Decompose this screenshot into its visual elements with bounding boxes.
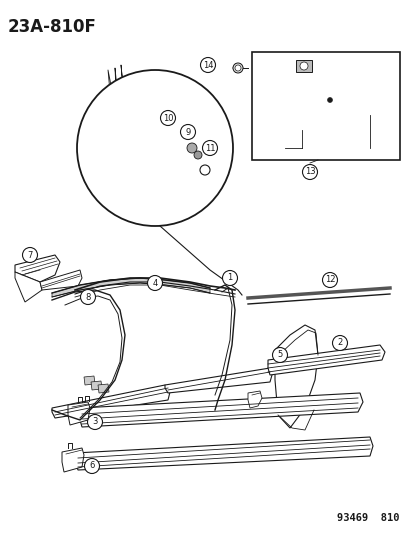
- Circle shape: [87, 415, 102, 430]
- Bar: [252, 52, 399, 160]
- Text: 3: 3: [92, 417, 97, 426]
- Text: 10: 10: [162, 114, 173, 123]
- Polygon shape: [15, 255, 60, 282]
- Circle shape: [327, 98, 332, 102]
- Polygon shape: [52, 278, 209, 297]
- Circle shape: [77, 70, 233, 226]
- Circle shape: [332, 335, 347, 351]
- Text: 12: 12: [324, 276, 335, 285]
- Bar: [295, 60, 311, 72]
- Polygon shape: [75, 437, 372, 470]
- Polygon shape: [62, 448, 84, 472]
- Circle shape: [147, 276, 162, 290]
- Circle shape: [84, 458, 99, 473]
- Text: 4: 4: [152, 279, 157, 287]
- Polygon shape: [15, 272, 42, 302]
- Text: 23A-810F: 23A-810F: [8, 18, 97, 36]
- Polygon shape: [115, 90, 124, 175]
- Circle shape: [180, 125, 195, 140]
- Text: 9: 9: [185, 127, 190, 136]
- Text: 1: 1: [227, 273, 232, 282]
- Circle shape: [322, 272, 337, 287]
- Polygon shape: [165, 125, 195, 160]
- Circle shape: [199, 165, 209, 175]
- Text: 8: 8: [85, 293, 90, 302]
- Ellipse shape: [233, 63, 242, 73]
- Circle shape: [200, 58, 215, 72]
- Circle shape: [194, 151, 202, 159]
- Circle shape: [299, 62, 307, 70]
- Polygon shape: [185, 128, 207, 162]
- Polygon shape: [80, 393, 362, 427]
- Polygon shape: [267, 345, 384, 375]
- Circle shape: [22, 247, 38, 262]
- Polygon shape: [274, 325, 317, 428]
- Ellipse shape: [235, 65, 240, 71]
- Text: 6: 6: [89, 462, 95, 471]
- Circle shape: [80, 289, 95, 304]
- Circle shape: [202, 141, 217, 156]
- Polygon shape: [107, 92, 117, 178]
- Text: 7: 7: [27, 251, 33, 260]
- Polygon shape: [52, 385, 170, 418]
- Polygon shape: [84, 376, 95, 385]
- Circle shape: [302, 165, 317, 180]
- Text: 5: 5: [277, 351, 282, 359]
- Text: 14: 14: [202, 61, 213, 69]
- Text: 11: 11: [204, 143, 215, 152]
- Text: 93469  810: 93469 810: [337, 513, 399, 523]
- Circle shape: [160, 110, 175, 125]
- Polygon shape: [91, 381, 102, 390]
- Polygon shape: [68, 402, 90, 425]
- Polygon shape: [284, 110, 374, 152]
- Text: 13: 13: [304, 167, 315, 176]
- Polygon shape: [247, 391, 261, 408]
- Circle shape: [187, 143, 197, 153]
- Text: 2: 2: [337, 338, 342, 348]
- Polygon shape: [95, 165, 204, 183]
- Polygon shape: [40, 270, 82, 290]
- Polygon shape: [98, 384, 109, 393]
- Circle shape: [272, 348, 287, 362]
- Polygon shape: [165, 368, 271, 393]
- Polygon shape: [122, 88, 130, 172]
- Circle shape: [222, 271, 237, 286]
